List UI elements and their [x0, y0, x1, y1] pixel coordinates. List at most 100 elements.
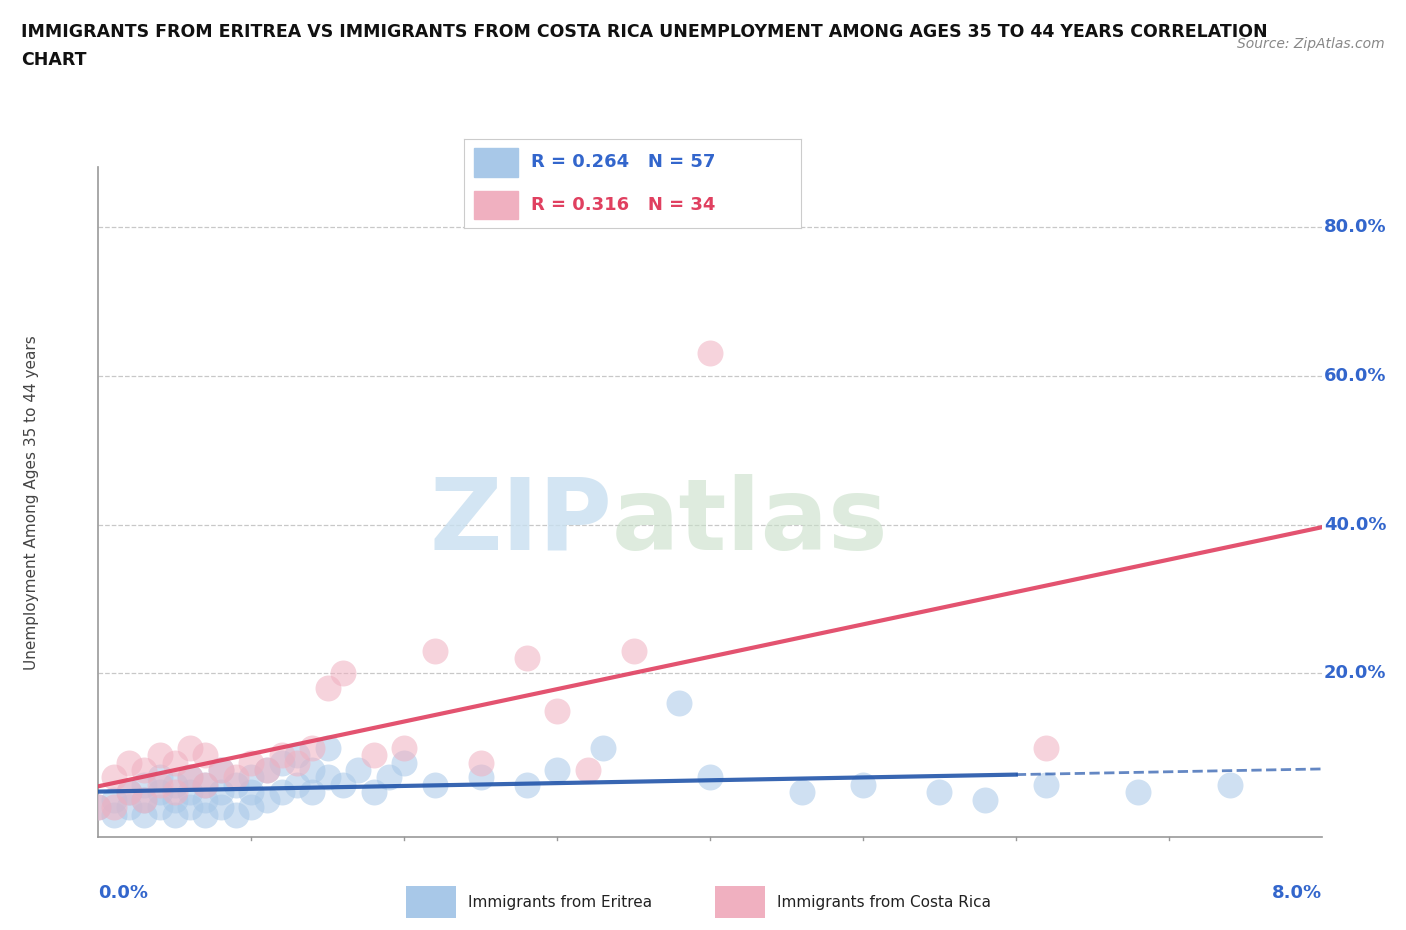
Point — [179, 740, 201, 755]
Point — [163, 792, 186, 807]
Point — [470, 755, 492, 770]
Point — [301, 763, 323, 777]
Point — [163, 755, 186, 770]
Point — [316, 740, 339, 755]
Point — [134, 792, 156, 807]
Point — [179, 800, 201, 815]
Point — [301, 740, 323, 755]
Point — [149, 770, 172, 785]
Point — [163, 807, 186, 822]
Point — [149, 748, 172, 763]
Point — [179, 770, 201, 785]
Point — [623, 644, 645, 658]
Point — [256, 792, 278, 807]
Point — [470, 770, 492, 785]
Point — [118, 785, 141, 800]
Point — [240, 800, 263, 815]
Point — [699, 346, 721, 361]
Point — [699, 770, 721, 785]
Text: R = 0.316   N = 34: R = 0.316 N = 34 — [531, 196, 716, 214]
Point — [194, 792, 217, 807]
Point — [316, 770, 339, 785]
Point — [392, 755, 416, 770]
Point — [516, 651, 538, 666]
Point — [194, 777, 217, 792]
Point — [285, 755, 308, 770]
Point — [285, 777, 308, 792]
Point — [103, 800, 125, 815]
Point — [179, 785, 201, 800]
Point — [103, 807, 125, 822]
Point — [194, 748, 217, 763]
Point — [225, 770, 247, 785]
Point — [423, 777, 446, 792]
Point — [134, 777, 156, 792]
Text: R = 0.264   N = 57: R = 0.264 N = 57 — [531, 153, 716, 171]
Point — [974, 792, 997, 807]
Point — [928, 785, 950, 800]
Text: 20.0%: 20.0% — [1324, 664, 1386, 683]
Point — [225, 807, 247, 822]
Text: atlas: atlas — [612, 473, 889, 571]
Point — [270, 785, 294, 800]
Point — [163, 777, 186, 792]
FancyBboxPatch shape — [474, 191, 517, 219]
Point — [149, 777, 172, 792]
Bar — [406, 885, 456, 919]
Point — [134, 792, 156, 807]
Point — [87, 800, 110, 815]
Point — [179, 770, 201, 785]
Point — [256, 763, 278, 777]
Point — [1035, 740, 1057, 755]
Text: 80.0%: 80.0% — [1324, 218, 1386, 236]
Text: Source: ZipAtlas.com: Source: ZipAtlas.com — [1237, 37, 1385, 51]
Point — [392, 740, 416, 755]
Point — [240, 755, 263, 770]
Point — [790, 785, 813, 800]
Point — [209, 763, 232, 777]
Text: Immigrants from Costa Rica: Immigrants from Costa Rica — [778, 895, 991, 910]
Point — [852, 777, 875, 792]
Point — [240, 785, 263, 800]
Point — [240, 770, 263, 785]
Point — [270, 755, 294, 770]
Point — [378, 770, 401, 785]
Point — [103, 792, 125, 807]
Point — [118, 755, 141, 770]
Point — [134, 763, 156, 777]
Text: 0.0%: 0.0% — [98, 884, 149, 902]
Text: 60.0%: 60.0% — [1324, 366, 1386, 385]
Point — [546, 703, 568, 718]
Bar — [716, 885, 765, 919]
Point — [149, 800, 172, 815]
Point — [103, 770, 125, 785]
Text: IMMIGRANTS FROM ERITREA VS IMMIGRANTS FROM COSTA RICA UNEMPLOYMENT AMONG AGES 35: IMMIGRANTS FROM ERITREA VS IMMIGRANTS FR… — [21, 23, 1268, 41]
Point — [668, 696, 690, 711]
Point — [209, 800, 232, 815]
Point — [363, 748, 385, 763]
Point — [332, 666, 354, 681]
Point — [209, 763, 232, 777]
Point — [118, 800, 141, 815]
Point — [546, 763, 568, 777]
Point — [87, 800, 110, 815]
Point — [149, 785, 172, 800]
Point — [118, 785, 141, 800]
Point — [592, 740, 614, 755]
Point — [332, 777, 354, 792]
Point — [363, 785, 385, 800]
Point — [134, 807, 156, 822]
Text: ZIP: ZIP — [429, 473, 612, 571]
Point — [163, 785, 186, 800]
Point — [1035, 777, 1057, 792]
Text: 8.0%: 8.0% — [1271, 884, 1322, 902]
Point — [225, 777, 247, 792]
Point — [1128, 785, 1150, 800]
Text: Unemployment Among Ages 35 to 44 years: Unemployment Among Ages 35 to 44 years — [24, 335, 38, 670]
Point — [270, 748, 294, 763]
Text: CHART: CHART — [21, 51, 87, 69]
Point — [347, 763, 370, 777]
FancyBboxPatch shape — [474, 149, 517, 177]
Point — [316, 681, 339, 696]
Point — [516, 777, 538, 792]
